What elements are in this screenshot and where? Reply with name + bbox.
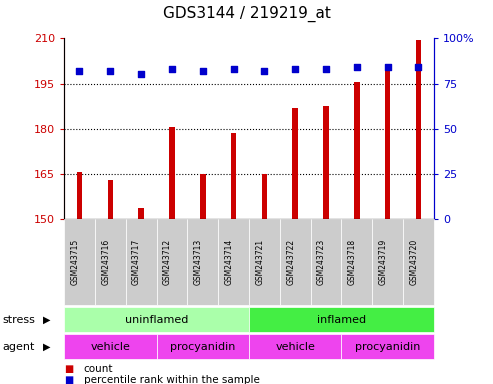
Text: vehicle: vehicle: [275, 341, 315, 352]
Text: GSM243714: GSM243714: [224, 239, 234, 285]
Bar: [77, 172, 82, 219]
Bar: [231, 133, 236, 219]
Bar: [169, 127, 175, 219]
Text: GSM243717: GSM243717: [132, 239, 141, 285]
Text: GDS3144 / 219219_at: GDS3144 / 219219_at: [163, 5, 330, 22]
Bar: [323, 106, 329, 219]
Point: [230, 66, 238, 72]
Text: procyanidin: procyanidin: [170, 341, 236, 352]
Text: count: count: [84, 364, 113, 374]
Text: ■: ■: [64, 375, 73, 384]
Text: GSM243718: GSM243718: [348, 239, 357, 285]
Text: inflamed: inflamed: [317, 314, 366, 325]
Point: [260, 68, 268, 74]
Text: GSM243722: GSM243722: [286, 239, 295, 285]
Point: [353, 64, 361, 70]
Text: agent: agent: [2, 341, 35, 352]
Text: procyanidin: procyanidin: [355, 341, 421, 352]
Bar: [292, 108, 298, 219]
Point: [137, 71, 145, 78]
Text: ▶: ▶: [43, 314, 51, 325]
Text: vehicle: vehicle: [90, 341, 130, 352]
Point: [75, 68, 83, 74]
Text: GSM243720: GSM243720: [409, 239, 419, 285]
Text: percentile rank within the sample: percentile rank within the sample: [84, 375, 260, 384]
Bar: [354, 82, 359, 219]
Bar: [385, 67, 390, 219]
Bar: [416, 40, 421, 219]
Point: [291, 66, 299, 72]
Text: uninflamed: uninflamed: [125, 314, 188, 325]
Text: GSM243716: GSM243716: [101, 239, 110, 285]
Point: [322, 66, 330, 72]
Text: GSM243713: GSM243713: [194, 239, 203, 285]
Point: [384, 64, 391, 70]
Bar: [139, 209, 144, 219]
Text: ■: ■: [64, 364, 73, 374]
Bar: [262, 174, 267, 219]
Text: GSM243719: GSM243719: [379, 239, 387, 285]
Point: [415, 64, 423, 70]
Bar: [107, 180, 113, 219]
Text: GSM243723: GSM243723: [317, 239, 326, 285]
Text: GSM243721: GSM243721: [255, 239, 264, 285]
Bar: [200, 174, 206, 219]
Text: ▶: ▶: [43, 341, 51, 352]
Point: [168, 66, 176, 72]
Point: [106, 68, 114, 74]
Point: [199, 68, 207, 74]
Text: GSM243712: GSM243712: [163, 239, 172, 285]
Text: stress: stress: [2, 314, 35, 325]
Text: GSM243715: GSM243715: [70, 239, 79, 285]
